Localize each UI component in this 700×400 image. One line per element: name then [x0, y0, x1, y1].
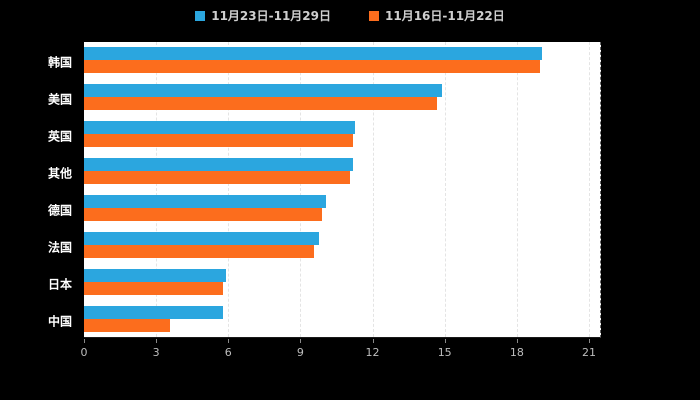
- bar-group: [84, 158, 600, 184]
- y-axis-label: 英国: [47, 129, 72, 143]
- x-tick-label: 18: [509, 346, 524, 359]
- x-tick-label: 3: [152, 346, 160, 359]
- legend: 11月23日-11月29日 11月16日-11月22日: [0, 7, 700, 24]
- bar-series-2: [84, 245, 315, 258]
- bar-group: [84, 195, 600, 221]
- bar-group: [84, 47, 600, 73]
- bar-series-1: [84, 232, 320, 245]
- legend-swatch-orange-icon: [369, 10, 379, 21]
- y-axis-label: 中国: [47, 314, 72, 328]
- x-tick-mark: [156, 339, 158, 343]
- y-axis-label: 德国: [47, 203, 72, 217]
- x-tick-label: 9: [296, 346, 304, 359]
- x-tick-label: 12: [365, 346, 380, 359]
- x-tick-mark: [444, 339, 446, 343]
- x-axis: 0 3 6 9 12 15 18 21: [80, 339, 601, 363]
- gridline: [588, 42, 590, 337]
- legend-swatch-blue-icon: [195, 10, 206, 21]
- y-axis-label: 日本: [47, 277, 72, 291]
- legend-label-week2: 11月23日-11月29日: [211, 9, 331, 23]
- bar-series-2: [84, 171, 351, 184]
- bar-series-2: [84, 208, 322, 221]
- bar-series-1: [84, 121, 356, 134]
- bar-group: [84, 306, 600, 332]
- plot-area: [84, 42, 601, 338]
- x-tick-mark: [372, 339, 374, 343]
- gridline: [228, 42, 230, 337]
- legend-item-week2[interactable]: 11月23日-11月29日: [195, 7, 331, 24]
- y-axis-label: 法国: [47, 240, 72, 254]
- bar-group: [84, 84, 600, 110]
- x-tick-mark: [300, 339, 302, 343]
- bar-series-2: [84, 282, 224, 295]
- x-tick-label: 15: [437, 346, 452, 359]
- y-axis-label: 美国: [47, 92, 72, 106]
- x-tick-label: 21: [581, 346, 596, 359]
- y-axis: 韩国美国英国其他德国法国日本中国: [0, 42, 78, 338]
- bar-group: [84, 269, 600, 295]
- x-tick-label: 0: [80, 346, 88, 359]
- y-axis-label: 韩国: [47, 55, 72, 69]
- bar-series-1: [84, 195, 327, 208]
- legend-item-week1[interactable]: 11月16日-11月22日: [369, 7, 505, 24]
- gridline: [516, 42, 518, 337]
- x-tick-label: 6: [224, 346, 232, 359]
- bar-series-1: [84, 84, 442, 97]
- bar-series-2: [84, 319, 171, 332]
- gridline: [156, 42, 158, 337]
- x-tick-mark: [228, 339, 230, 343]
- gridline: [300, 42, 302, 337]
- x-tick-mark: [588, 339, 590, 343]
- bar-series-2: [84, 60, 540, 73]
- x-tick-mark: [516, 339, 518, 343]
- bar-series-1: [84, 269, 226, 282]
- gridline: [444, 42, 446, 337]
- bar-series-1: [84, 158, 353, 171]
- bar-series-1: [84, 47, 543, 60]
- y-axis-label: 其他: [47, 166, 72, 180]
- bar-series-1: [84, 306, 224, 319]
- gridline: [372, 42, 374, 337]
- bar-series-2: [84, 134, 353, 147]
- bar-group: [84, 121, 600, 147]
- x-tick-mark: [84, 339, 85, 343]
- bar-group: [84, 232, 600, 258]
- legend-label-week1: 11月16日-11月22日: [385, 9, 505, 23]
- bar-series-2: [84, 97, 437, 110]
